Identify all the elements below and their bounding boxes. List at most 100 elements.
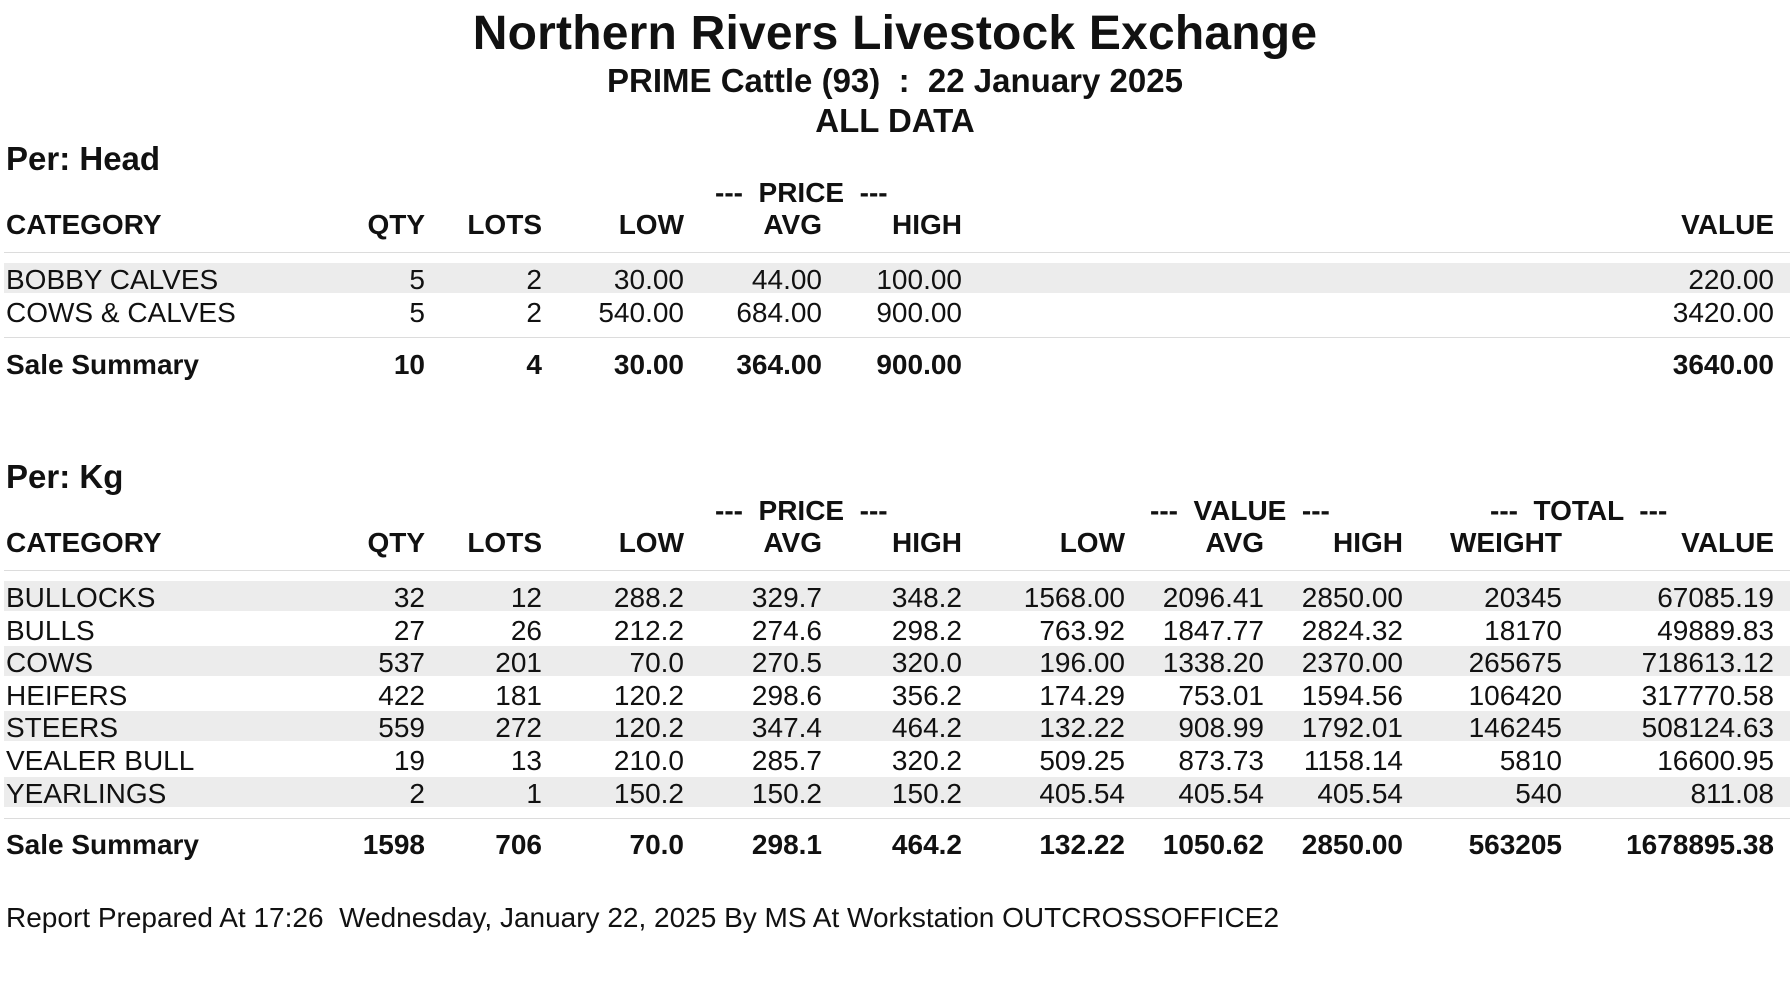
table-row-stripe xyxy=(4,263,1790,293)
table-cell-qty: 5 xyxy=(409,297,425,328)
table-cell-qty: 27 xyxy=(393,614,425,646)
table-cell-vhigh: 2824.32 xyxy=(1301,614,1403,646)
table-cell-qty: 32 xyxy=(393,582,425,613)
table-cell-value: 317770.58 xyxy=(1641,679,1774,711)
summary-cell-value: 3640.00 xyxy=(1672,349,1774,380)
summary-cell-high: 900.00 xyxy=(876,349,962,380)
table-cell-vhigh: 405.54 xyxy=(1317,777,1403,809)
table-cell-value: 508124.63 xyxy=(1641,712,1774,744)
table-cell-low: 70.0 xyxy=(629,647,685,679)
per-kg-section-label: Per: Kg xyxy=(6,458,124,495)
table-cell-weight: 20345 xyxy=(1484,582,1562,613)
table-cell-low: 212.2 xyxy=(613,614,684,646)
table-cell-vavg: 2096.41 xyxy=(1162,582,1264,613)
table-cell-low: 210.0 xyxy=(613,745,684,776)
table-cell-weight: 18170 xyxy=(1484,614,1562,646)
table-cell-avg: 274.6 xyxy=(751,614,822,646)
table-cell-vhigh: 1594.56 xyxy=(1301,679,1403,711)
table-cell-category: COWS xyxy=(6,647,94,679)
table-cell-vavg: 908.99 xyxy=(1178,712,1264,744)
column-header-weight: WEIGHT xyxy=(1450,527,1562,558)
table-cell-high: 100.00 xyxy=(876,264,962,295)
table-row-stripe xyxy=(4,581,1790,611)
table-cell-vhigh: 1158.14 xyxy=(1303,745,1403,776)
table-cell-value: 49889.83 xyxy=(1657,614,1774,646)
table-cell-avg: 298.6 xyxy=(751,679,822,711)
summary-cell-high: 464.2 xyxy=(891,829,962,860)
table-cell-vhigh: 1792.01 xyxy=(1301,712,1403,744)
table-cell-qty: 559 xyxy=(378,712,425,744)
table-cell-high: 320.2 xyxy=(891,745,962,776)
table-cell-high: 348.2 xyxy=(891,582,962,613)
summary-cell-lots: 706 xyxy=(495,829,542,860)
table-cell-category: BOBBY CALVES xyxy=(6,264,219,295)
table-cell-lots: 272 xyxy=(495,712,542,744)
table-cell-vavg: 1847.77 xyxy=(1162,614,1264,646)
column-header-lots: LOTS xyxy=(467,527,542,558)
table-cell-value: 718613.12 xyxy=(1641,647,1774,679)
table-cell-low: 150.2 xyxy=(613,777,684,809)
column-header-lots: LOTS xyxy=(467,209,542,240)
summary-cell-avg: 364.00 xyxy=(736,349,822,380)
table-cell-category: STEERS xyxy=(6,712,119,744)
report-title: Northern Rivers Livestock Exchange xyxy=(472,7,1318,60)
table-cell-lots: 1 xyxy=(526,777,542,809)
summary-divider xyxy=(4,818,1790,819)
table-cell-vhigh: 2850.00 xyxy=(1301,582,1403,613)
table-cell-vlow: 174.29 xyxy=(1039,679,1125,711)
summary-cell-avg: 298.1 xyxy=(751,829,822,860)
per-kg-total-group-header: --- TOTAL --- xyxy=(1490,495,1668,526)
table-cell-value: 16600.95 xyxy=(1657,745,1774,776)
table-cell-value: 67085.19 xyxy=(1657,582,1774,613)
table-cell-lots: 2 xyxy=(526,264,542,295)
table-cell-weight: 106420 xyxy=(1468,679,1562,711)
column-header-low: LOW xyxy=(618,209,684,240)
table-cell-lots: 2 xyxy=(526,297,542,328)
summary-cell-category: Sale Summary xyxy=(6,829,199,860)
table-cell-avg: 270.5 xyxy=(751,647,822,679)
table-cell-lots: 201 xyxy=(495,647,542,679)
per-head-price-group-header: --- PRICE --- xyxy=(715,177,888,208)
table-cell-high: 356.2 xyxy=(891,679,962,711)
table-cell-category: VEALER BULL xyxy=(6,745,195,776)
table-cell-avg: 150.2 xyxy=(751,777,822,809)
table-row-stripe xyxy=(4,776,1790,807)
table-cell-category: YEARLINGS xyxy=(6,777,167,809)
table-cell-high: 298.2 xyxy=(891,614,962,646)
summary-cell-low: 30.00 xyxy=(613,349,684,380)
table-cell-vlow: 196.00 xyxy=(1039,647,1125,679)
table-cell-weight: 540 xyxy=(1515,777,1562,809)
table-cell-vlow: 763.92 xyxy=(1039,614,1125,646)
column-header-category: CATEGORY xyxy=(6,209,162,240)
table-cell-low: 288.2 xyxy=(613,582,684,613)
table-cell-weight: 5810 xyxy=(1499,745,1562,776)
table-cell-vavg: 1338.20 xyxy=(1162,647,1264,679)
table-cell-high: 150.2 xyxy=(891,777,962,809)
column-header-value: VALUE xyxy=(1681,527,1774,558)
table-cell-lots: 13 xyxy=(510,745,542,776)
table-row-stripe xyxy=(4,646,1790,677)
summary-cell-weight: 563205 xyxy=(1468,829,1562,860)
table-cell-avg: 329.7 xyxy=(751,582,822,613)
column-header-high: HIGH xyxy=(892,209,962,240)
summary-cell-low: 70.0 xyxy=(629,829,685,860)
table-cell-weight: 265675 xyxy=(1468,647,1562,679)
table-cell-vlow: 1568.00 xyxy=(1023,582,1125,613)
table-cell-category: COWS & CALVES xyxy=(6,297,236,328)
table-cell-vlow: 132.22 xyxy=(1039,712,1125,744)
table-cell-category: BULLOCKS xyxy=(6,582,156,613)
summary-cell-vhigh: 2850.00 xyxy=(1301,829,1403,860)
table-cell-vlow: 405.54 xyxy=(1039,777,1125,809)
table-cell-low: 120.2 xyxy=(613,679,684,711)
table-cell-category: HEIFERS xyxy=(6,679,128,711)
table-cell-high: 900.00 xyxy=(876,297,962,328)
column-header-avg: AVG xyxy=(763,209,822,240)
table-cell-avg: 347.4 xyxy=(751,712,822,744)
table-cell-high: 464.2 xyxy=(891,712,962,744)
summary-cell-value: 1678895.38 xyxy=(1626,829,1774,860)
table-cell-qty: 537 xyxy=(378,647,425,679)
table-cell-value: 811.08 xyxy=(1690,777,1774,809)
table-cell-avg: 684.00 xyxy=(736,297,822,328)
table-cell-low: 120.2 xyxy=(613,712,684,744)
table-cell-high: 320.0 xyxy=(891,647,962,679)
